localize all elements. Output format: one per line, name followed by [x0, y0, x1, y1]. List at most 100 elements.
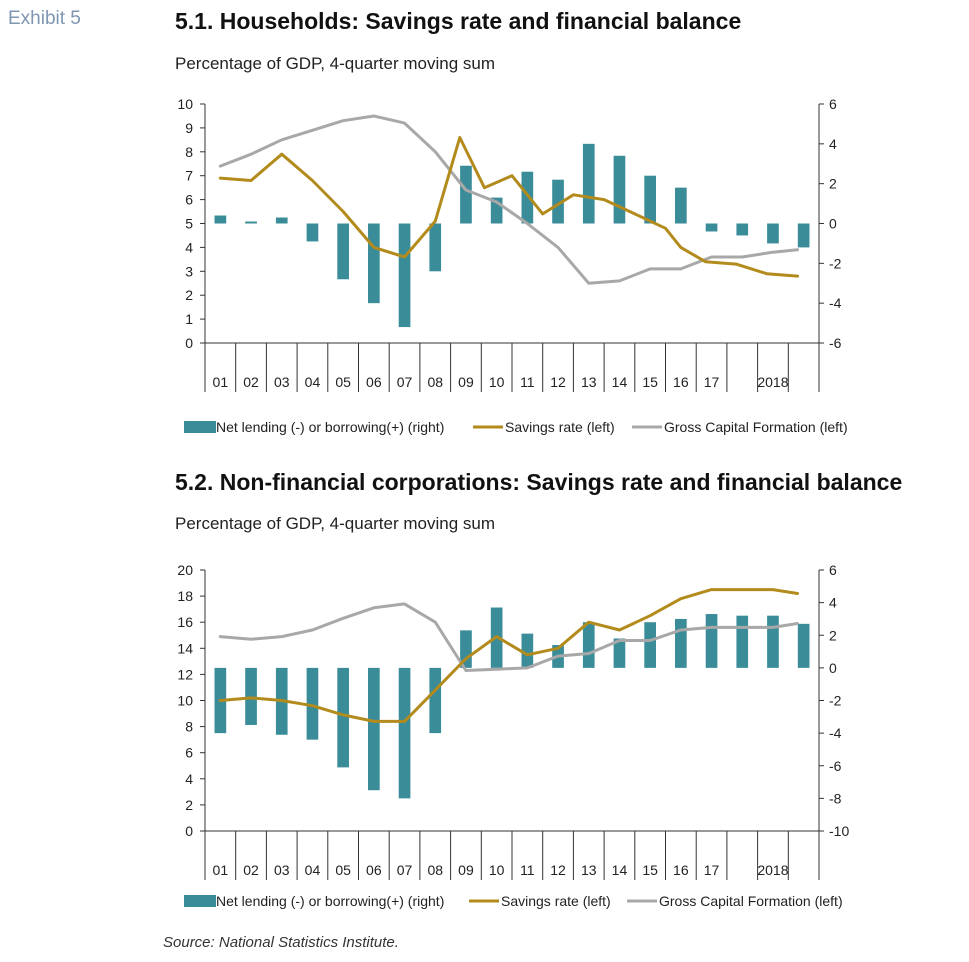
right-axis-tick-label: -6 — [829, 758, 842, 774]
left-axis-tick-label: 6 — [185, 745, 193, 761]
net-lending-bar — [521, 633, 534, 668]
right-axis-tick-label: 0 — [829, 660, 837, 676]
right-axis-tick-label: 2 — [829, 627, 837, 643]
net-lending-bar — [767, 615, 779, 668]
gross-capital-formation-line — [218, 602, 799, 672]
right-axis-tick-label: 6 — [829, 96, 837, 112]
left-axis-tick-label: 8 — [185, 719, 193, 735]
left-axis-tick-label: 4 — [185, 239, 193, 255]
right-axis-tick-label: -8 — [829, 790, 842, 806]
legend-label: Savings rate (left) — [501, 893, 611, 909]
left-axis-tick-label: 18 — [177, 588, 193, 604]
net-lending-bar — [736, 615, 749, 668]
net-lending-bar — [613, 155, 626, 224]
category-tick-label: 14 — [612, 862, 628, 878]
category-tick-label: 11 — [520, 374, 535, 390]
net-lending-bar — [398, 667, 411, 799]
source-note: Source: National Statistics Institute. — [163, 934, 399, 951]
legend-label: Net lending (-) or borrowing(+) (right) — [216, 893, 444, 909]
category-tick-label: 13 — [581, 374, 597, 390]
right-axis-tick-label: 4 — [829, 595, 837, 611]
net-lending-bar — [275, 217, 288, 224]
category-tick-label: 02 — [243, 862, 259, 878]
right-axis-tick-label: 6 — [829, 562, 837, 578]
category-tick-label: 2018 — [757, 862, 788, 878]
savings-rate-line — [218, 588, 799, 723]
left-axis-tick-label: 10 — [177, 693, 193, 709]
chart-2-subtitle: Percentage of GDP, 4-quarter moving sum — [175, 514, 496, 533]
legend-label: Gross Capital Formation (left) — [659, 893, 843, 909]
right-axis-tick-label: -10 — [829, 823, 849, 839]
net-lending-bar — [705, 614, 718, 668]
left-axis-tick-label: 12 — [177, 666, 193, 682]
left-axis-tick-label: 14 — [177, 640, 193, 656]
legend-label: Net lending (-) or borrowing(+) (right) — [216, 419, 444, 435]
net-lending-bar — [644, 175, 656, 224]
net-lending-bar — [644, 622, 656, 668]
category-tick-label: 17 — [704, 374, 720, 390]
category-tick-label: 09 — [458, 862, 474, 878]
legend-key-bar — [184, 421, 216, 433]
category-tick-label: 11 — [520, 862, 535, 878]
category-tick-label: 08 — [427, 862, 443, 878]
left-axis-tick-label: 6 — [185, 192, 193, 208]
right-axis-tick-label: -4 — [829, 295, 842, 311]
net-lending-bar — [705, 223, 718, 232]
left-axis-tick-label: 3 — [185, 263, 193, 279]
category-tick-label: 05 — [335, 374, 351, 390]
category-tick-label: 10 — [489, 374, 505, 390]
category-tick-label: 03 — [274, 862, 290, 878]
chart-1-title: 5.1. Households: Savings rate and financ… — [175, 8, 742, 34]
category-tick-label: 06 — [366, 862, 382, 878]
right-axis-tick-label: 4 — [829, 136, 837, 152]
net-lending-bar — [460, 630, 472, 668]
left-axis-tick-label: 1 — [185, 311, 193, 327]
left-axis-tick-label: 20 — [177, 562, 193, 578]
left-axis-tick-label: 7 — [185, 168, 193, 184]
net-lending-bar — [613, 638, 626, 668]
net-lending-bar — [797, 623, 810, 668]
right-axis-tick-label: -6 — [829, 335, 842, 351]
net-lending-bar — [306, 667, 319, 740]
gross-capital-formation-line — [218, 114, 799, 285]
net-lending-bar — [736, 223, 749, 236]
category-tick-label: 06 — [366, 374, 382, 390]
net-lending-bar — [767, 223, 779, 244]
category-tick-label: 15 — [642, 374, 658, 390]
chart-1-subtitle: Percentage of GDP, 4-quarter moving sum — [175, 54, 496, 73]
exhibit-label: Exhibit 5 — [8, 8, 81, 29]
category-tick-label: 01 — [213, 862, 229, 878]
left-axis-tick-label: 9 — [185, 120, 193, 136]
category-tick-label: 08 — [427, 374, 443, 390]
left-axis-tick-label: 10 — [177, 96, 193, 112]
left-axis-tick-label: 5 — [185, 216, 193, 232]
net-lending-bar — [429, 667, 442, 734]
category-tick-label: 09 — [458, 374, 474, 390]
category-tick-label: 05 — [335, 862, 351, 878]
category-tick-label: 04 — [305, 862, 321, 878]
net-lending-bar — [675, 187, 687, 224]
category-tick-label: 2018 — [757, 374, 788, 390]
net-lending-bar — [490, 197, 503, 224]
net-lending-bar — [214, 215, 227, 224]
net-lending-bar — [552, 179, 564, 224]
category-tick-label: 01 — [213, 374, 229, 390]
category-tick-label: 12 — [550, 374, 566, 390]
left-axis-tick-label: 0 — [185, 335, 193, 351]
right-axis-tick-label: -2 — [829, 255, 842, 271]
right-axis-tick-label: 2 — [829, 176, 837, 192]
left-axis-tick-label: 16 — [177, 614, 193, 630]
category-tick-label: 15 — [642, 862, 658, 878]
chart-2-title: 5.2. Non-financial corporations: Savings… — [175, 469, 903, 495]
net-lending-bar — [337, 667, 349, 768]
left-axis-tick-label: 2 — [185, 797, 193, 813]
category-tick-label: 04 — [305, 374, 321, 390]
right-axis-tick-label: -4 — [829, 725, 842, 741]
net-lending-bar — [368, 223, 380, 304]
net-lending-bar — [675, 618, 687, 668]
category-tick-label: 10 — [489, 862, 505, 878]
net-lending-bar — [306, 223, 319, 242]
net-lending-bar — [582, 622, 595, 668]
category-tick-label: 07 — [397, 374, 413, 390]
